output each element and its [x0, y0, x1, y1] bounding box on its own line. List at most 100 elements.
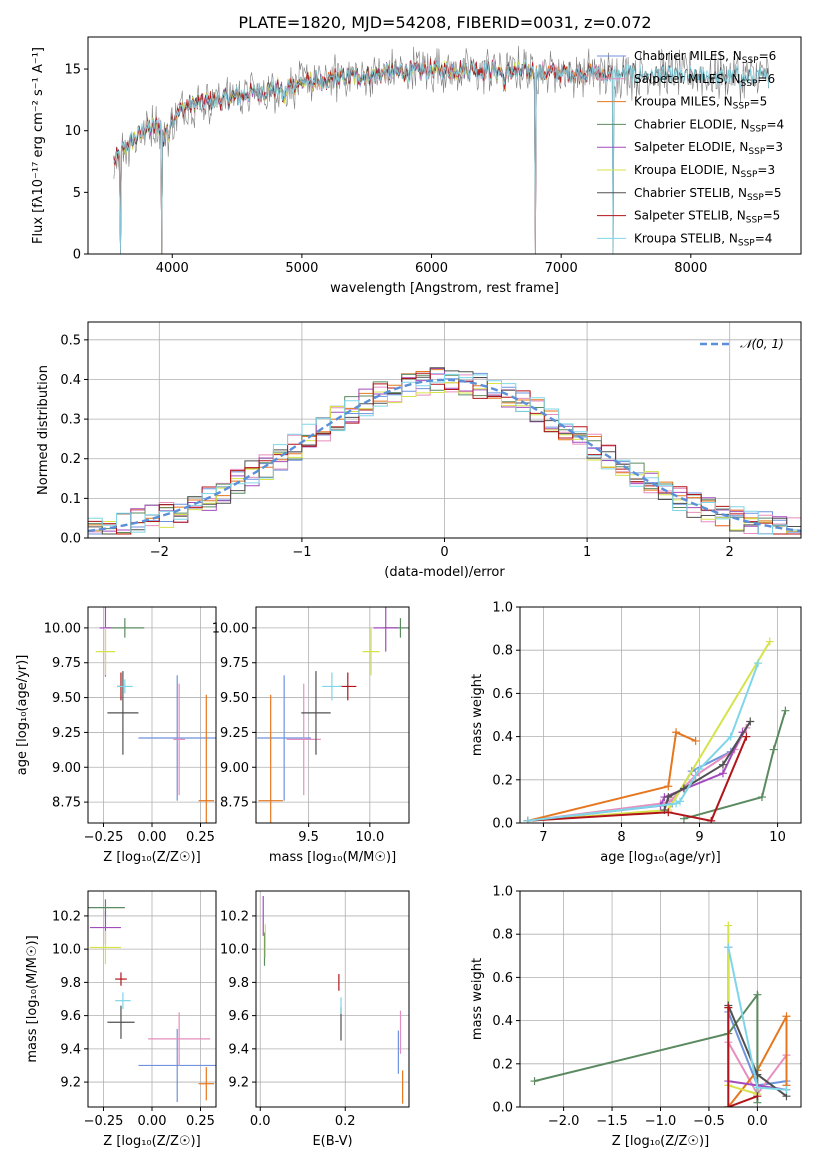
series-marker: [724, 943, 733, 952]
y-tick-label: 1.0: [492, 601, 513, 616]
series-marker: [757, 793, 766, 802]
series-kroupa-elodie: [523, 637, 774, 823]
x-tick-label: −0.25: [84, 830, 124, 845]
y-tick-label: 0.2: [492, 1057, 513, 1072]
model-spectrum-salpeter-miles: [113, 59, 613, 254]
errorbar-kroupa-elodie: [95, 627, 116, 676]
axes-frame: [87, 890, 217, 1108]
y-axis-label: Flux [fλ10⁻¹⁷ erg cm⁻² s⁻¹ A⁻¹]: [31, 47, 46, 244]
series-line: [683, 710, 787, 820]
series-marker: [676, 797, 685, 806]
x-tick-label: 0.0: [747, 1114, 768, 1129]
series-marker: [707, 816, 716, 823]
y-tick-label: 0.2: [492, 773, 513, 788]
y-tick-label: 10.0: [52, 943, 81, 958]
y-tick-label: 9.2: [228, 1076, 249, 1091]
y-tick-label: 0.4: [60, 373, 81, 388]
legend-label: Chabrier MILES, NSSP=6: [634, 49, 776, 66]
histogram-legend: 𝒩(0, 1): [700, 337, 784, 351]
x-tick-label: 1: [583, 545, 591, 560]
model-spectrum-salpeter-stelib: [113, 58, 613, 254]
x-axis-label: (data-model)/error: [384, 565, 505, 580]
y-axis-label: Normed distribution: [36, 365, 51, 495]
series-marker: [753, 990, 762, 999]
legend-label: Kroupa MILES, NSSP=5: [634, 95, 767, 112]
x-tick-label: 10.0: [355, 830, 384, 845]
y-tick-label: 5: [73, 186, 81, 201]
y-tick-label: 0.0: [60, 532, 81, 547]
series-line: [534, 991, 759, 1103]
y-tick-label: 0.4: [492, 730, 513, 745]
series-line: [527, 727, 748, 822]
errorbar-chabrier-stelib: [107, 671, 139, 755]
series-line: [527, 662, 760, 822]
mass_weight_vs_Z-axes: −2.0 −1.5 −1.0 −0.5 0.0 0.0 0.2 0.4 0.6 0.8 1.0 Z […: [470, 885, 802, 1149]
age_vs_mass-axes: 9.5 10.0 8.75 9.00 9.25 9.50 9.75 10.00 mass [lo…: [212, 606, 410, 865]
spectrum-legend: Chabrier MILES, NSSP=6 Salpeter MILES, NS…: [597, 49, 784, 248]
spectrum-axes: 4000 5000 6000 7000 8000 0 5 10 15 wavelength [An…: [31, 36, 802, 296]
y-tick-label: 9.75: [220, 656, 249, 671]
figure-title: PLATE=1820, MJD=54208, FIBERID=0031, z=0…: [238, 13, 651, 32]
errorbar-chabrier-miles: [257, 675, 312, 801]
x-tick-label: 0.00: [138, 1114, 167, 1129]
x-tick-label: 0: [440, 545, 448, 560]
axes-frame: [87, 606, 217, 824]
x-tick-label: 0.25: [186, 1114, 215, 1129]
legend-label: Salpeter MILES, NSSP=6: [634, 72, 775, 89]
y-axis-label: mass [log₁₀(M/M☉)]: [25, 935, 40, 1062]
series-marker: [769, 745, 778, 754]
y-tick-label: 0.2: [60, 452, 81, 467]
x-tick-label: 4000: [156, 261, 189, 276]
model-spectrum-kroupa-miles: [113, 60, 613, 254]
series-marker: [746, 717, 755, 726]
y-tick-label: 9.4: [60, 1042, 81, 1057]
mass_vs_Z-plot-area: [88, 891, 216, 1107]
errorbar-salpeter-miles: [286, 683, 321, 796]
series-marker: [754, 659, 763, 668]
y-tick-label: 9.00: [52, 761, 81, 776]
series-marker: [664, 793, 673, 802]
observed-spectrum-line: [113, 45, 769, 254]
y-tick-label: 9.50: [220, 691, 249, 706]
series-marker: [664, 782, 673, 791]
series-chabrier-elodie: [679, 706, 790, 823]
axes-frame: [519, 606, 802, 824]
x-axis-label: mass [log₁₀(M/M☉)]: [269, 850, 396, 865]
x-tick-label: 6000: [415, 261, 448, 276]
x-tick-label: 9: [695, 830, 703, 845]
axes-frame: [87, 36, 802, 255]
errorbar-kroupa-elodie: [362, 627, 380, 676]
x-tick-label: −0.25: [84, 1114, 124, 1129]
mass_vs_EBV-axes: 0.0 0.2 9.2 9.4 9.6 9.8 10.0 10.2 E(B-V): [220, 890, 410, 1149]
legend-label: 𝒩(0, 1): [740, 337, 784, 351]
y-tick-label: 0: [73, 248, 81, 263]
residual_histogram-plot-area: [88, 322, 801, 538]
errorbar-kroupa-stelib: [117, 679, 133, 694]
y-tick-label: 9.00: [220, 761, 249, 776]
y-tick-label: 9.6: [228, 1009, 249, 1024]
mass_vs_EBV-plot-area: [256, 891, 409, 1107]
model-spectrum-salpeter-elodie: [113, 60, 535, 254]
y-tick-label: 9.4: [228, 1042, 249, 1057]
series-line: [527, 730, 697, 822]
series-marker: [724, 1003, 733, 1012]
x-tick-label: −2: [150, 545, 169, 560]
mass_weight_vs_age-axes: 7 8 9 10 0.0 0.2 0.4 0.6 0.8 1.0 age [log₁₀(age/yr…: [470, 601, 802, 865]
series-marker: [742, 732, 751, 741]
errorbar-chabrier-elodie: [105, 618, 145, 638]
series-marker: [753, 1092, 762, 1101]
x-tick-label: 0.25: [186, 830, 215, 845]
x-tick-label: 8000: [674, 261, 707, 276]
series-salpeter-stelib: [724, 1003, 762, 1107]
legend-label: Kroupa STELIB, NSSP=4: [634, 231, 772, 248]
x-tick-label: 5000: [285, 261, 318, 276]
model-spectrum-chabrier-elodie: [113, 59, 535, 254]
y-tick-label: 0.6: [492, 971, 513, 986]
y-tick-label: 0.0: [492, 817, 513, 832]
x-tick-label: −1.0: [645, 1114, 677, 1129]
x-axis-label: wavelength [Angstrom, rest frame]: [330, 281, 559, 296]
y-tick-label: 8.75: [220, 796, 249, 811]
x-tick-label: 0.0: [250, 1114, 271, 1129]
age_vs_Z-plot-area: [88, 607, 216, 823]
